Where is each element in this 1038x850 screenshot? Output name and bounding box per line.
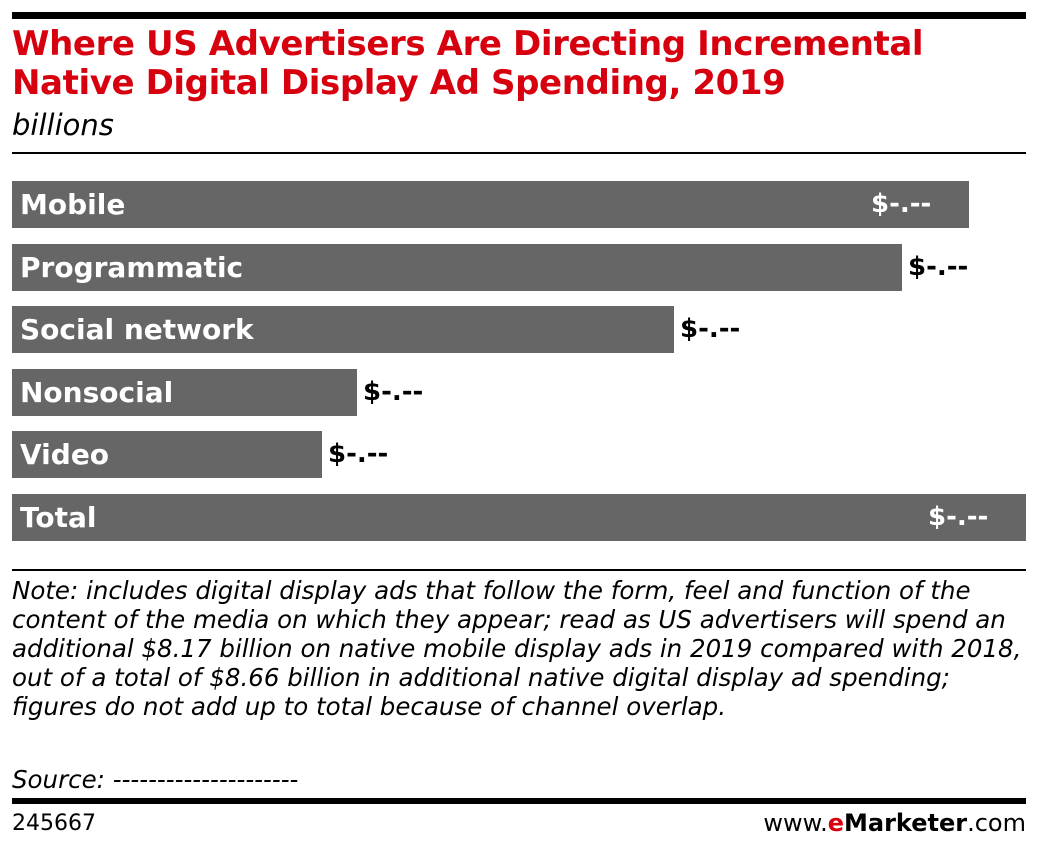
bar-programmatic: Programmatic <box>12 244 902 291</box>
note-rule <box>12 569 1026 571</box>
bar-value-label: $-.-- <box>871 189 932 219</box>
bar-label: Programmatic <box>20 251 244 284</box>
bar-chart: Mobile $-.-- Programmatic $-.-- Social netwo… <box>12 0 1026 560</box>
bottom-rule <box>12 798 1026 804</box>
brand-link[interactable]: www.eMarketer.com <box>763 808 1026 838</box>
header-rule <box>12 152 1026 154</box>
brand-suffix: .com <box>967 809 1026 837</box>
chart-source: Source: --------------------- <box>12 765 299 794</box>
bar-value-label: $-.-- <box>928 502 989 532</box>
brand-prefix: www. <box>763 809 828 837</box>
brand-e: e <box>827 809 845 837</box>
bar-total: Total <box>12 494 1026 541</box>
bar-value-label: $-.-- <box>680 314 741 344</box>
brand-name: Marketer <box>844 809 968 837</box>
bar-label: Mobile <box>20 188 126 221</box>
bar-value-label: $-.-- <box>363 377 424 407</box>
chart-note: Note: includes digital display ads that … <box>12 576 1022 721</box>
bar-label: Video <box>20 438 110 471</box>
top-rule <box>12 12 1026 19</box>
bar-nonsocial: Nonsocial <box>12 369 357 416</box>
bar-social-network: Social network <box>12 306 674 353</box>
bar-video: Video <box>12 431 322 478</box>
chart-title: Where US Advertisers Are Directing Incre… <box>12 24 924 103</box>
bar-label: Total <box>20 501 97 534</box>
bar-label: Social network <box>20 313 254 346</box>
bar-value-label: $-.-- <box>908 252 969 282</box>
bar-mobile: Mobile <box>12 181 969 228</box>
chart-subtitle: billions <box>12 108 114 142</box>
bar-label: Nonsocial <box>20 376 174 409</box>
chart-id: 245667 <box>12 811 96 836</box>
bar-value-label: $-.-- <box>328 439 389 469</box>
